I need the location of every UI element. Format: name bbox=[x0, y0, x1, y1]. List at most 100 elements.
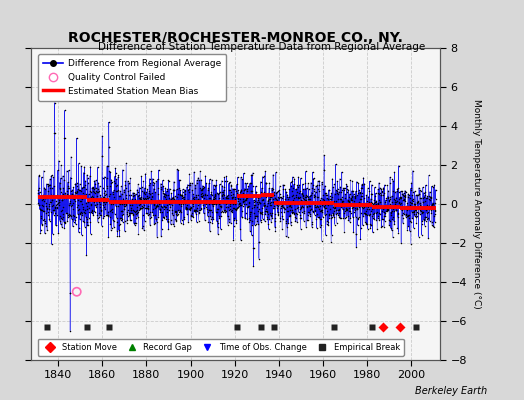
Point bbox=[375, 189, 384, 196]
Point bbox=[155, 199, 163, 205]
Point bbox=[36, 206, 44, 212]
Point bbox=[344, 198, 352, 204]
Point bbox=[404, 190, 412, 197]
Point bbox=[89, 188, 97, 194]
Point bbox=[145, 194, 154, 200]
Point bbox=[228, 209, 236, 215]
Point bbox=[217, 209, 225, 215]
Point bbox=[42, 206, 51, 212]
Point bbox=[150, 205, 159, 211]
Point bbox=[89, 184, 97, 190]
Point bbox=[278, 213, 287, 219]
Point bbox=[356, 189, 364, 196]
Point bbox=[71, 180, 80, 187]
Point bbox=[317, 195, 325, 201]
Point bbox=[326, 199, 334, 206]
Point bbox=[127, 205, 135, 212]
Point bbox=[391, 196, 399, 203]
Point bbox=[39, 203, 48, 209]
Point bbox=[243, 188, 252, 195]
Point bbox=[189, 200, 197, 207]
Point bbox=[413, 200, 421, 206]
Point bbox=[92, 185, 100, 192]
Point bbox=[40, 168, 48, 174]
Point bbox=[277, 208, 285, 215]
Point bbox=[67, 174, 75, 181]
Point bbox=[111, 198, 119, 204]
Point bbox=[291, 213, 300, 220]
Point bbox=[314, 194, 322, 200]
Point bbox=[72, 189, 81, 195]
Point bbox=[211, 191, 220, 198]
Point bbox=[167, 197, 176, 204]
Point bbox=[423, 202, 431, 208]
Point bbox=[331, 161, 340, 168]
Point bbox=[317, 216, 325, 222]
Point bbox=[254, 196, 262, 203]
Point bbox=[177, 203, 185, 209]
Point bbox=[261, 180, 270, 186]
Point bbox=[112, 188, 121, 194]
Point bbox=[152, 204, 160, 210]
Point bbox=[255, 239, 263, 246]
Point bbox=[416, 206, 424, 213]
Point bbox=[226, 192, 235, 198]
Point bbox=[126, 187, 134, 194]
Point bbox=[64, 212, 72, 218]
Point bbox=[219, 189, 227, 195]
Point bbox=[377, 192, 385, 198]
Point bbox=[43, 209, 52, 216]
Point bbox=[107, 227, 115, 233]
Point bbox=[331, 204, 340, 210]
Point bbox=[129, 212, 137, 218]
Point bbox=[88, 210, 96, 216]
Point bbox=[316, 224, 324, 230]
Point bbox=[264, 196, 272, 203]
Point bbox=[429, 213, 438, 220]
Point bbox=[395, 196, 403, 202]
Point bbox=[425, 206, 433, 212]
Point bbox=[420, 190, 428, 196]
Point bbox=[334, 212, 343, 219]
Point bbox=[335, 196, 344, 203]
Point bbox=[383, 203, 391, 210]
Point bbox=[286, 201, 294, 208]
Point bbox=[309, 182, 318, 188]
Point bbox=[368, 229, 377, 236]
Point bbox=[195, 177, 203, 184]
Point bbox=[165, 197, 173, 203]
Point bbox=[200, 198, 209, 204]
Point bbox=[192, 194, 200, 200]
Point bbox=[93, 197, 101, 203]
Point bbox=[148, 190, 156, 196]
Point bbox=[143, 210, 151, 216]
Point bbox=[247, 172, 255, 178]
Point bbox=[341, 185, 349, 192]
Point bbox=[54, 197, 63, 204]
Point bbox=[296, 194, 304, 201]
Point bbox=[247, 188, 256, 194]
Point bbox=[227, 195, 236, 202]
Point bbox=[170, 187, 178, 193]
Point bbox=[80, 219, 89, 226]
Point bbox=[137, 173, 146, 179]
Point bbox=[274, 203, 282, 210]
Point bbox=[375, 197, 383, 203]
Point bbox=[318, 209, 326, 215]
Point bbox=[86, 231, 95, 237]
Point bbox=[73, 183, 81, 189]
Point bbox=[275, 190, 283, 197]
Point bbox=[362, 192, 370, 199]
Point bbox=[243, 216, 252, 222]
Point bbox=[112, 170, 120, 176]
Point bbox=[57, 162, 66, 168]
Point bbox=[128, 196, 136, 202]
Point bbox=[106, 191, 114, 197]
Point bbox=[87, 194, 95, 200]
Point bbox=[109, 190, 117, 197]
Point bbox=[172, 211, 180, 218]
Point bbox=[420, 192, 429, 199]
Point bbox=[359, 204, 368, 210]
Point bbox=[309, 169, 317, 175]
Point bbox=[103, 211, 111, 218]
